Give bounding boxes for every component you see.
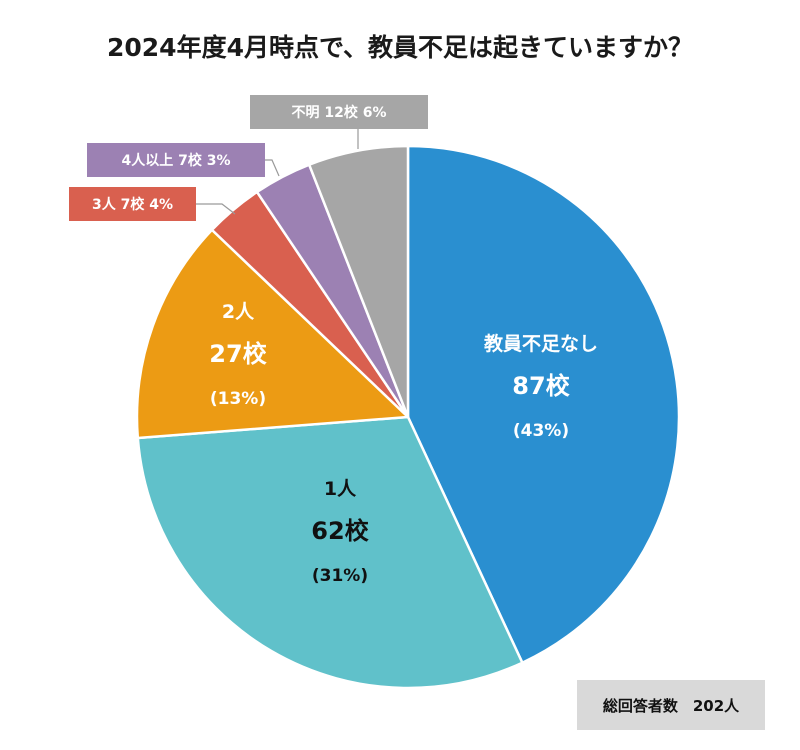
slice-percent-0: (43%) bbox=[513, 421, 569, 441]
slice-label-2: 2人 bbox=[222, 301, 255, 323]
callout-label-5: 不明 12校 6% bbox=[292, 104, 387, 121]
pie-slice-2 bbox=[135, 228, 410, 440]
pie-slice-1 bbox=[136, 415, 524, 690]
callout-box-3 bbox=[69, 187, 196, 221]
slice-count-2: 27校 bbox=[209, 340, 267, 368]
slice-label-0: 教員不足なし bbox=[484, 332, 598, 355]
pie-slice-5 bbox=[307, 144, 410, 419]
slice-label-1: 1人 bbox=[324, 478, 357, 500]
callout-box-5 bbox=[250, 95, 428, 129]
leader-line-4 bbox=[265, 159, 280, 177]
total-respondents-box: 総回答者数 202人 bbox=[577, 680, 765, 730]
slice-percent-1: (31%) bbox=[312, 566, 368, 586]
leader-line-3 bbox=[196, 203, 236, 215]
chart-title: 2024年度4月時点で、教員不足は起きていますか？ bbox=[107, 33, 693, 62]
slice-percent-2: (13%) bbox=[210, 389, 266, 409]
callout-box-4 bbox=[87, 143, 265, 177]
callout-label-3: 3人 7校 4% bbox=[92, 196, 173, 213]
total-respondents-label: 総回答者数 202人 bbox=[602, 696, 740, 715]
callout-label-4: 4人以上 7校 3% bbox=[122, 152, 231, 169]
slice-count-0: 87校 bbox=[512, 372, 570, 400]
slice-count-1: 62校 bbox=[311, 517, 369, 545]
pie-slice-0 bbox=[406, 144, 681, 664]
